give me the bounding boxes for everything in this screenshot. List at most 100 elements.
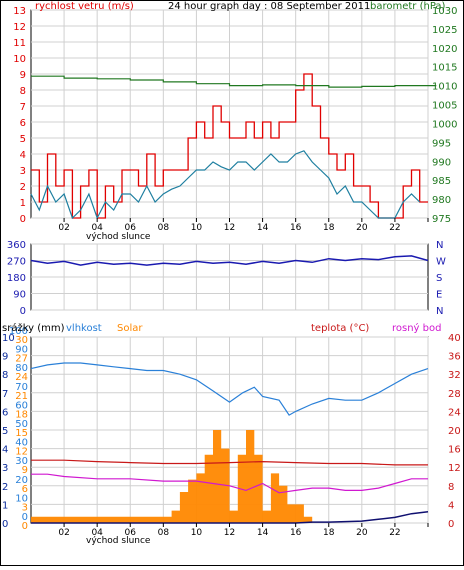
temperature-tick-label: 36 bbox=[448, 352, 461, 363]
temperature-tick-label: 32 bbox=[448, 370, 461, 381]
solar-area bbox=[31, 430, 428, 523]
humidity-tick-label: 90 bbox=[15, 345, 28, 356]
x-tick-label: 06 bbox=[125, 528, 137, 538]
temperature-tick-label: 0 bbox=[448, 519, 454, 530]
pressure-tick-label: 1020 bbox=[432, 44, 457, 55]
solar-tick-label: 21 bbox=[15, 391, 28, 402]
direction-degree-label: 180 bbox=[7, 273, 26, 284]
direction-compass-label: N bbox=[436, 306, 443, 317]
temperature-line bbox=[31, 459, 428, 466]
pressure-tick-label: 1010 bbox=[432, 82, 457, 93]
solar-tick-label: 24 bbox=[15, 372, 28, 383]
solar-axis-title: Solar bbox=[117, 323, 143, 334]
pressure-tick-label: 1025 bbox=[432, 25, 457, 36]
pressure-tick-label: 1005 bbox=[432, 101, 457, 112]
x-tick-label: 20 bbox=[356, 528, 368, 538]
rain-humidity-temp-series bbox=[30, 362, 429, 524]
rain-tick-label: 5 bbox=[2, 426, 8, 437]
rain-tick-label: 0 bbox=[2, 519, 8, 530]
x-tick-label: 02 bbox=[58, 528, 69, 538]
x-tick-label: 22 bbox=[389, 223, 400, 233]
solar-tick-label: 3 bbox=[22, 502, 28, 513]
sunrise-label-bottom: východ slunce bbox=[86, 536, 151, 546]
temperature-axis-title: teplota (°C) bbox=[311, 323, 369, 334]
direction-compass-label: E bbox=[436, 290, 442, 301]
pressure-tick-label: 975 bbox=[432, 214, 451, 225]
wind-speed-tick-label: 10 bbox=[13, 54, 26, 65]
humidity-tick-label: 60 bbox=[15, 400, 28, 411]
wind-speed-tick-label: 8 bbox=[20, 86, 26, 97]
wind-speed-tick-label: 1 bbox=[20, 198, 26, 209]
rain-tick-label: 1 bbox=[2, 500, 8, 511]
pressure-tick-label: 1030 bbox=[432, 6, 457, 17]
wind-speed-tick-label: 2 bbox=[20, 182, 26, 193]
temperature-tick-label: 40 bbox=[448, 333, 461, 344]
rain-tick-label: 7 bbox=[2, 389, 8, 400]
temperature-tick-label: 24 bbox=[448, 407, 461, 418]
temperature-tick-label: 16 bbox=[448, 445, 461, 456]
solar-tick-label: 12 bbox=[15, 447, 28, 458]
humidity-tick-label: 50 bbox=[15, 419, 28, 430]
wind-speed-tick-label: 12 bbox=[13, 22, 26, 33]
dewpoint-line bbox=[31, 473, 428, 494]
direction-compass-label: N bbox=[436, 240, 443, 251]
direction-degree-label: 270 bbox=[7, 257, 26, 268]
direction-compass-label: S bbox=[436, 273, 442, 284]
wind-speed-tick-label: 0 bbox=[20, 214, 26, 225]
wind-pressure-series bbox=[30, 73, 437, 220]
rain-axis-title: srážky (mm) bbox=[2, 322, 65, 334]
x-tick-label: 04 bbox=[91, 528, 103, 538]
wind-speed-tick-label: 7 bbox=[20, 102, 26, 113]
pressure-tick-label: 1015 bbox=[432, 63, 457, 74]
pressure-tick-label: 1000 bbox=[432, 119, 457, 130]
temperature-tick-label: 20 bbox=[448, 426, 461, 437]
wind-speed-axis-title: rychlost vetru (m/s) bbox=[35, 1, 134, 12]
pressure-tick-label: 995 bbox=[432, 138, 451, 149]
rain-humidity-temp-x-axis: 02 04 06 08 10 12 14 16 18 20 22 bbox=[58, 523, 429, 538]
rain-tick-label: 9 bbox=[2, 352, 8, 363]
humidity-tick-label: 100 bbox=[9, 326, 28, 337]
x-tick-label: 22 bbox=[389, 528, 400, 538]
rain-tick-label: 10 bbox=[2, 333, 15, 344]
dewpoint-axis-title: rosný bod bbox=[392, 322, 441, 334]
humidity-line bbox=[30, 362, 429, 416]
temperature-tick-label: 8 bbox=[448, 482, 454, 493]
x-tick-label: 10 bbox=[191, 223, 203, 233]
rain-tick-label: 8 bbox=[2, 370, 8, 381]
solar-tick-label: 6 bbox=[22, 484, 28, 495]
x-tick-label: 20 bbox=[356, 223, 368, 233]
direction-degree-label: 90 bbox=[13, 290, 26, 301]
humidity-tick-label: 80 bbox=[15, 363, 28, 374]
direction-degree-label: 360 bbox=[7, 240, 26, 251]
solar-tick-label: 27 bbox=[15, 354, 28, 365]
x-tick-label: 14 bbox=[257, 223, 269, 233]
x-tick-label: 18 bbox=[323, 223, 335, 233]
wind-speed-tick-label: 5 bbox=[20, 134, 26, 145]
wind-direction-line bbox=[30, 255, 429, 266]
x-tick-label: 02 bbox=[58, 223, 69, 233]
x-tick-label: 16 bbox=[290, 528, 302, 538]
solar-tick-label: 0 bbox=[22, 521, 28, 532]
x-tick-label: 18 bbox=[323, 528, 335, 538]
temperature-tick-label: 12 bbox=[448, 463, 461, 474]
humidity-axis-title: vlhkost bbox=[66, 323, 102, 334]
rain-tick-label: 2 bbox=[2, 482, 8, 493]
x-tick-label: 12 bbox=[224, 223, 235, 233]
pressure-line bbox=[31, 75, 437, 88]
wind-pressure-x-axis: 02 04 06 08 10 12 14 16 18 20 22 bbox=[58, 218, 429, 233]
humidity-tick-label: 70 bbox=[15, 382, 28, 393]
solar-tick-label: 9 bbox=[22, 465, 28, 476]
direction-degree-label: 0 bbox=[20, 306, 26, 317]
direction-compass-label: W bbox=[436, 257, 446, 268]
x-tick-label: 08 bbox=[158, 223, 170, 233]
x-tick-label: 16 bbox=[290, 223, 302, 233]
x-tick-label: 10 bbox=[191, 528, 203, 538]
